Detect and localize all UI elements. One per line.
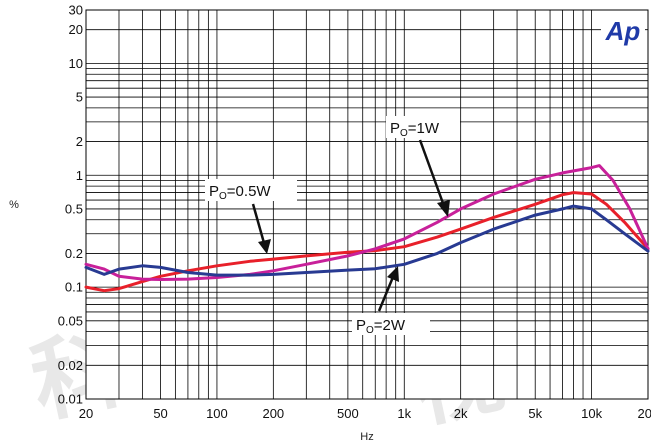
y-tick-label: 0.5	[65, 201, 83, 216]
x-tick-label: 200	[262, 406, 284, 421]
annotation-po-2w: PO=2W	[352, 266, 430, 336]
x-tick-label: 20k	[638, 406, 651, 421]
x-tick-label: 10k	[581, 406, 602, 421]
y-tick-label: 0.01	[58, 392, 83, 407]
y-tick-label: 1	[76, 168, 83, 183]
x-tick-label: 1k	[397, 406, 411, 421]
x-tick-label: 500	[337, 406, 359, 421]
x-tick-label: 50	[153, 406, 167, 421]
y-tick-labels: 0.01 0.02 0.05 0.1 0.2 0.5 1 2 5 10 20 30	[58, 3, 83, 407]
svg-text:PO=0.5W: PO=0.5W	[209, 183, 271, 202]
grid	[86, 10, 648, 399]
x-tick-label: 5k	[528, 406, 542, 421]
x-axis-label: Hz	[360, 431, 373, 441]
y-tick-label: 0.1	[65, 280, 83, 295]
y-tick-label: 0.2	[65, 246, 83, 261]
svg-text:PO=2W: PO=2W	[356, 317, 406, 336]
x-tick-label: 20	[79, 406, 93, 421]
series-line-3	[84, 204, 650, 277]
y-tick-label: 0.02	[58, 358, 83, 373]
y-tick-label: 30	[69, 3, 83, 18]
series-group	[84, 164, 650, 293]
svg-text:Ap: Ap	[605, 16, 641, 46]
y-axis-label: %	[9, 199, 19, 211]
y-tick-label: 0.05	[58, 313, 83, 328]
y-tick-label: 10	[69, 56, 83, 71]
y-tick-label: 2	[76, 134, 83, 149]
annotation-po-1w: PO=1W	[386, 116, 460, 217]
x-tick-labels: 20 50 100 200 500 1k 2k 5k 10k 20k	[79, 406, 651, 421]
y-tick-label: 20	[69, 22, 83, 37]
y-tick-label: 5	[76, 90, 83, 105]
ap-logo: Ap	[601, 14, 645, 46]
x-tick-label: 100	[206, 406, 228, 421]
x-tick-label: 2k	[454, 406, 468, 421]
annotation-po-0.5w: PO=0.5W	[205, 179, 297, 254]
svg-text:PO=1W: PO=1W	[390, 120, 440, 139]
series-line-2	[84, 164, 650, 281]
